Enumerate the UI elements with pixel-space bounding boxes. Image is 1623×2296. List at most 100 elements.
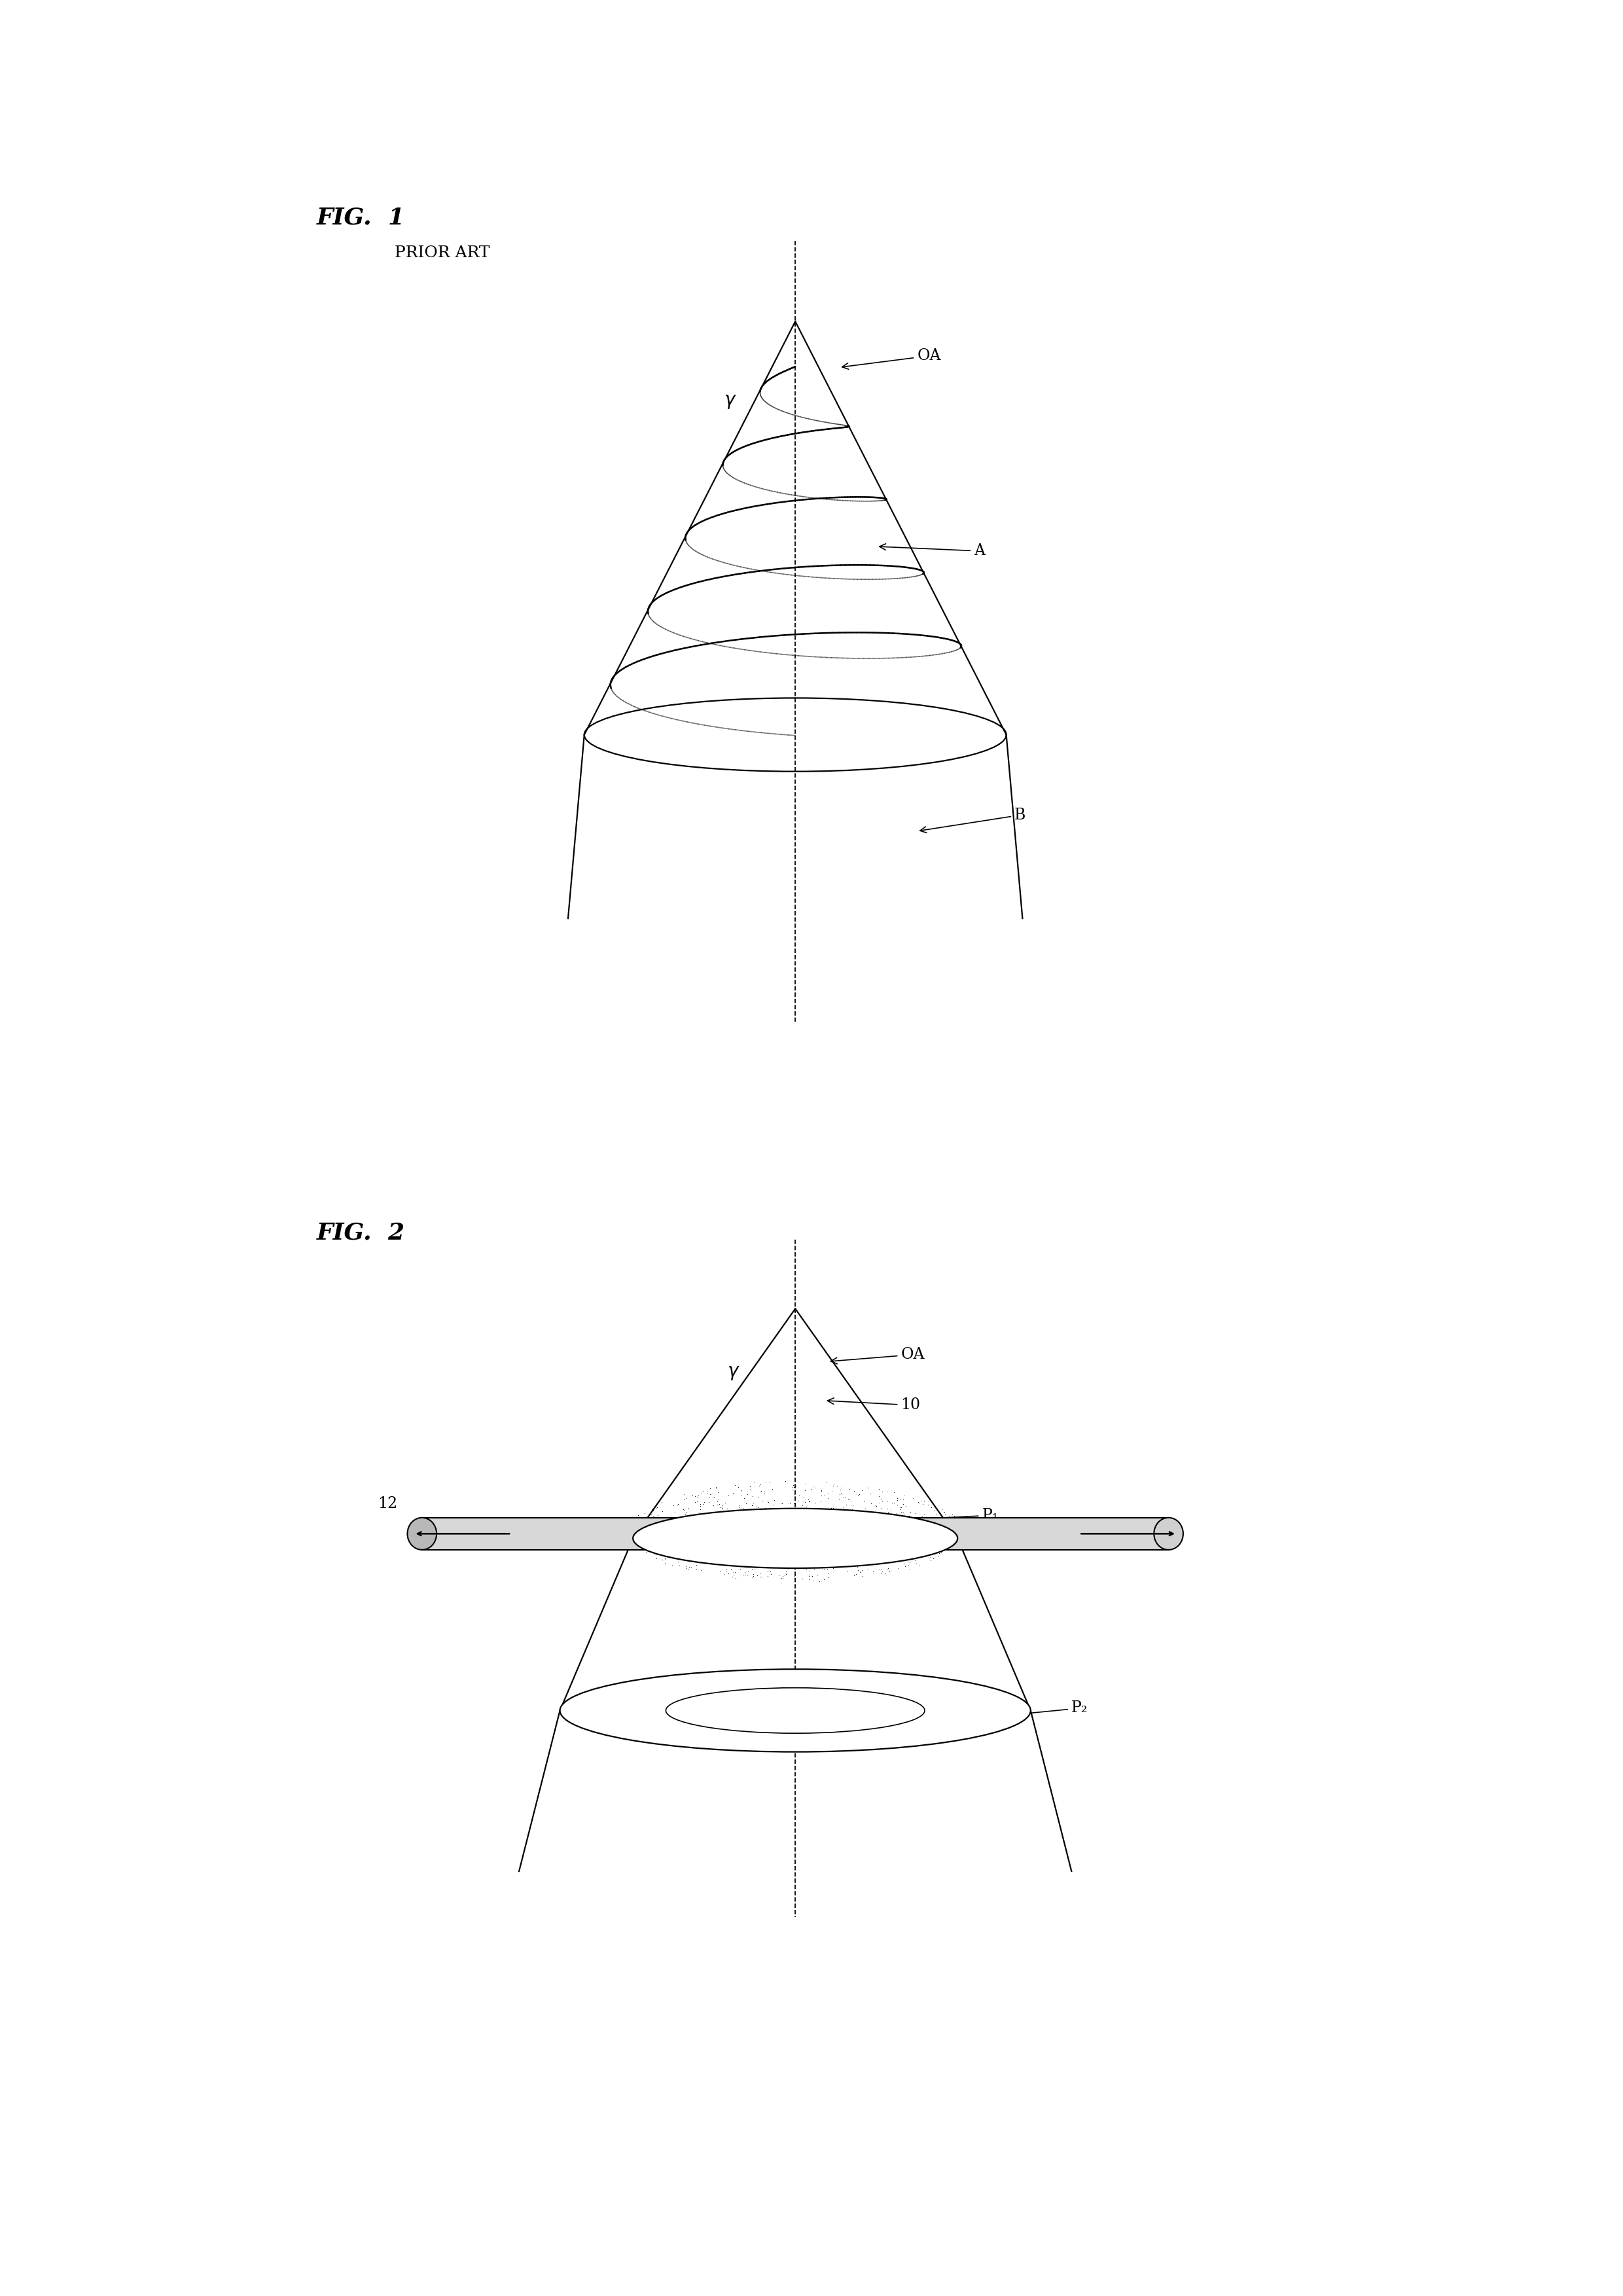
Point — [638, 1490, 664, 1527]
Point — [685, 1479, 711, 1515]
Point — [769, 1557, 795, 1593]
Point — [722, 1511, 748, 1548]
Point — [812, 1548, 837, 1584]
Point — [755, 1483, 781, 1520]
Point — [740, 1479, 766, 1515]
Point — [789, 1497, 815, 1534]
Point — [922, 1492, 948, 1529]
Point — [847, 1536, 873, 1573]
Point — [932, 1497, 958, 1534]
Point — [865, 1525, 891, 1561]
Point — [867, 1483, 893, 1520]
Point — [766, 1506, 792, 1543]
Point — [782, 1499, 808, 1536]
Point — [734, 1518, 760, 1554]
Point — [823, 1508, 849, 1545]
Point — [948, 1504, 974, 1541]
Point — [688, 1543, 714, 1580]
Point — [911, 1538, 936, 1575]
Point — [859, 1525, 885, 1561]
Point — [839, 1545, 865, 1582]
Point — [677, 1550, 703, 1587]
Point — [737, 1472, 763, 1508]
Point — [914, 1511, 940, 1548]
Point — [725, 1534, 751, 1570]
Point — [878, 1492, 904, 1529]
Point — [714, 1529, 740, 1566]
Point — [781, 1486, 807, 1522]
Point — [909, 1511, 935, 1548]
Point — [709, 1490, 735, 1527]
Point — [790, 1511, 816, 1548]
Point — [831, 1543, 857, 1580]
Point — [812, 1513, 837, 1550]
Point — [826, 1504, 852, 1541]
Point — [828, 1474, 854, 1511]
Point — [919, 1511, 945, 1548]
Point — [828, 1529, 854, 1566]
Point — [693, 1497, 719, 1534]
Point — [807, 1543, 833, 1580]
Point — [766, 1511, 792, 1548]
Point — [873, 1550, 899, 1587]
Point — [914, 1508, 940, 1545]
Point — [823, 1490, 849, 1527]
Point — [695, 1529, 721, 1566]
Point — [708, 1508, 734, 1545]
Point — [721, 1474, 747, 1511]
Point — [826, 1520, 852, 1557]
Point — [651, 1504, 677, 1541]
Point — [730, 1481, 756, 1518]
Point — [891, 1497, 917, 1534]
Point — [698, 1518, 724, 1554]
Point — [951, 1511, 977, 1548]
Point — [651, 1525, 677, 1561]
Point — [711, 1502, 737, 1538]
Point — [805, 1536, 831, 1573]
Point — [768, 1559, 794, 1596]
Point — [721, 1506, 747, 1543]
Point — [943, 1506, 969, 1543]
Point — [902, 1504, 928, 1541]
Point — [826, 1536, 852, 1573]
Point — [695, 1518, 721, 1554]
Point — [704, 1469, 730, 1506]
Point — [714, 1492, 740, 1529]
Point — [773, 1463, 799, 1499]
Point — [742, 1538, 768, 1575]
Point — [815, 1550, 841, 1587]
Point — [704, 1511, 730, 1548]
Point — [631, 1495, 657, 1531]
Point — [622, 1515, 648, 1552]
Point — [794, 1488, 820, 1525]
Point — [659, 1504, 685, 1541]
Point — [808, 1476, 834, 1513]
Point — [661, 1520, 687, 1557]
Point — [659, 1518, 685, 1554]
Point — [743, 1502, 769, 1538]
Point — [948, 1508, 974, 1545]
Point — [680, 1499, 706, 1536]
Point — [784, 1502, 810, 1538]
Point — [735, 1552, 761, 1589]
Point — [781, 1476, 807, 1513]
Point — [888, 1490, 914, 1527]
Point — [831, 1548, 857, 1584]
Point — [771, 1536, 797, 1573]
Point — [696, 1476, 722, 1513]
Point — [797, 1483, 823, 1520]
Point — [795, 1492, 821, 1529]
Point — [674, 1481, 700, 1518]
Point — [820, 1490, 846, 1527]
Point — [706, 1481, 732, 1518]
Point — [802, 1518, 828, 1554]
Point — [935, 1529, 961, 1566]
Point — [906, 1483, 932, 1520]
Point — [667, 1548, 693, 1584]
Point — [777, 1486, 803, 1522]
Point — [911, 1483, 936, 1520]
Point — [863, 1488, 889, 1525]
Point — [906, 1548, 932, 1584]
Point — [700, 1488, 725, 1525]
Point — [779, 1538, 805, 1575]
